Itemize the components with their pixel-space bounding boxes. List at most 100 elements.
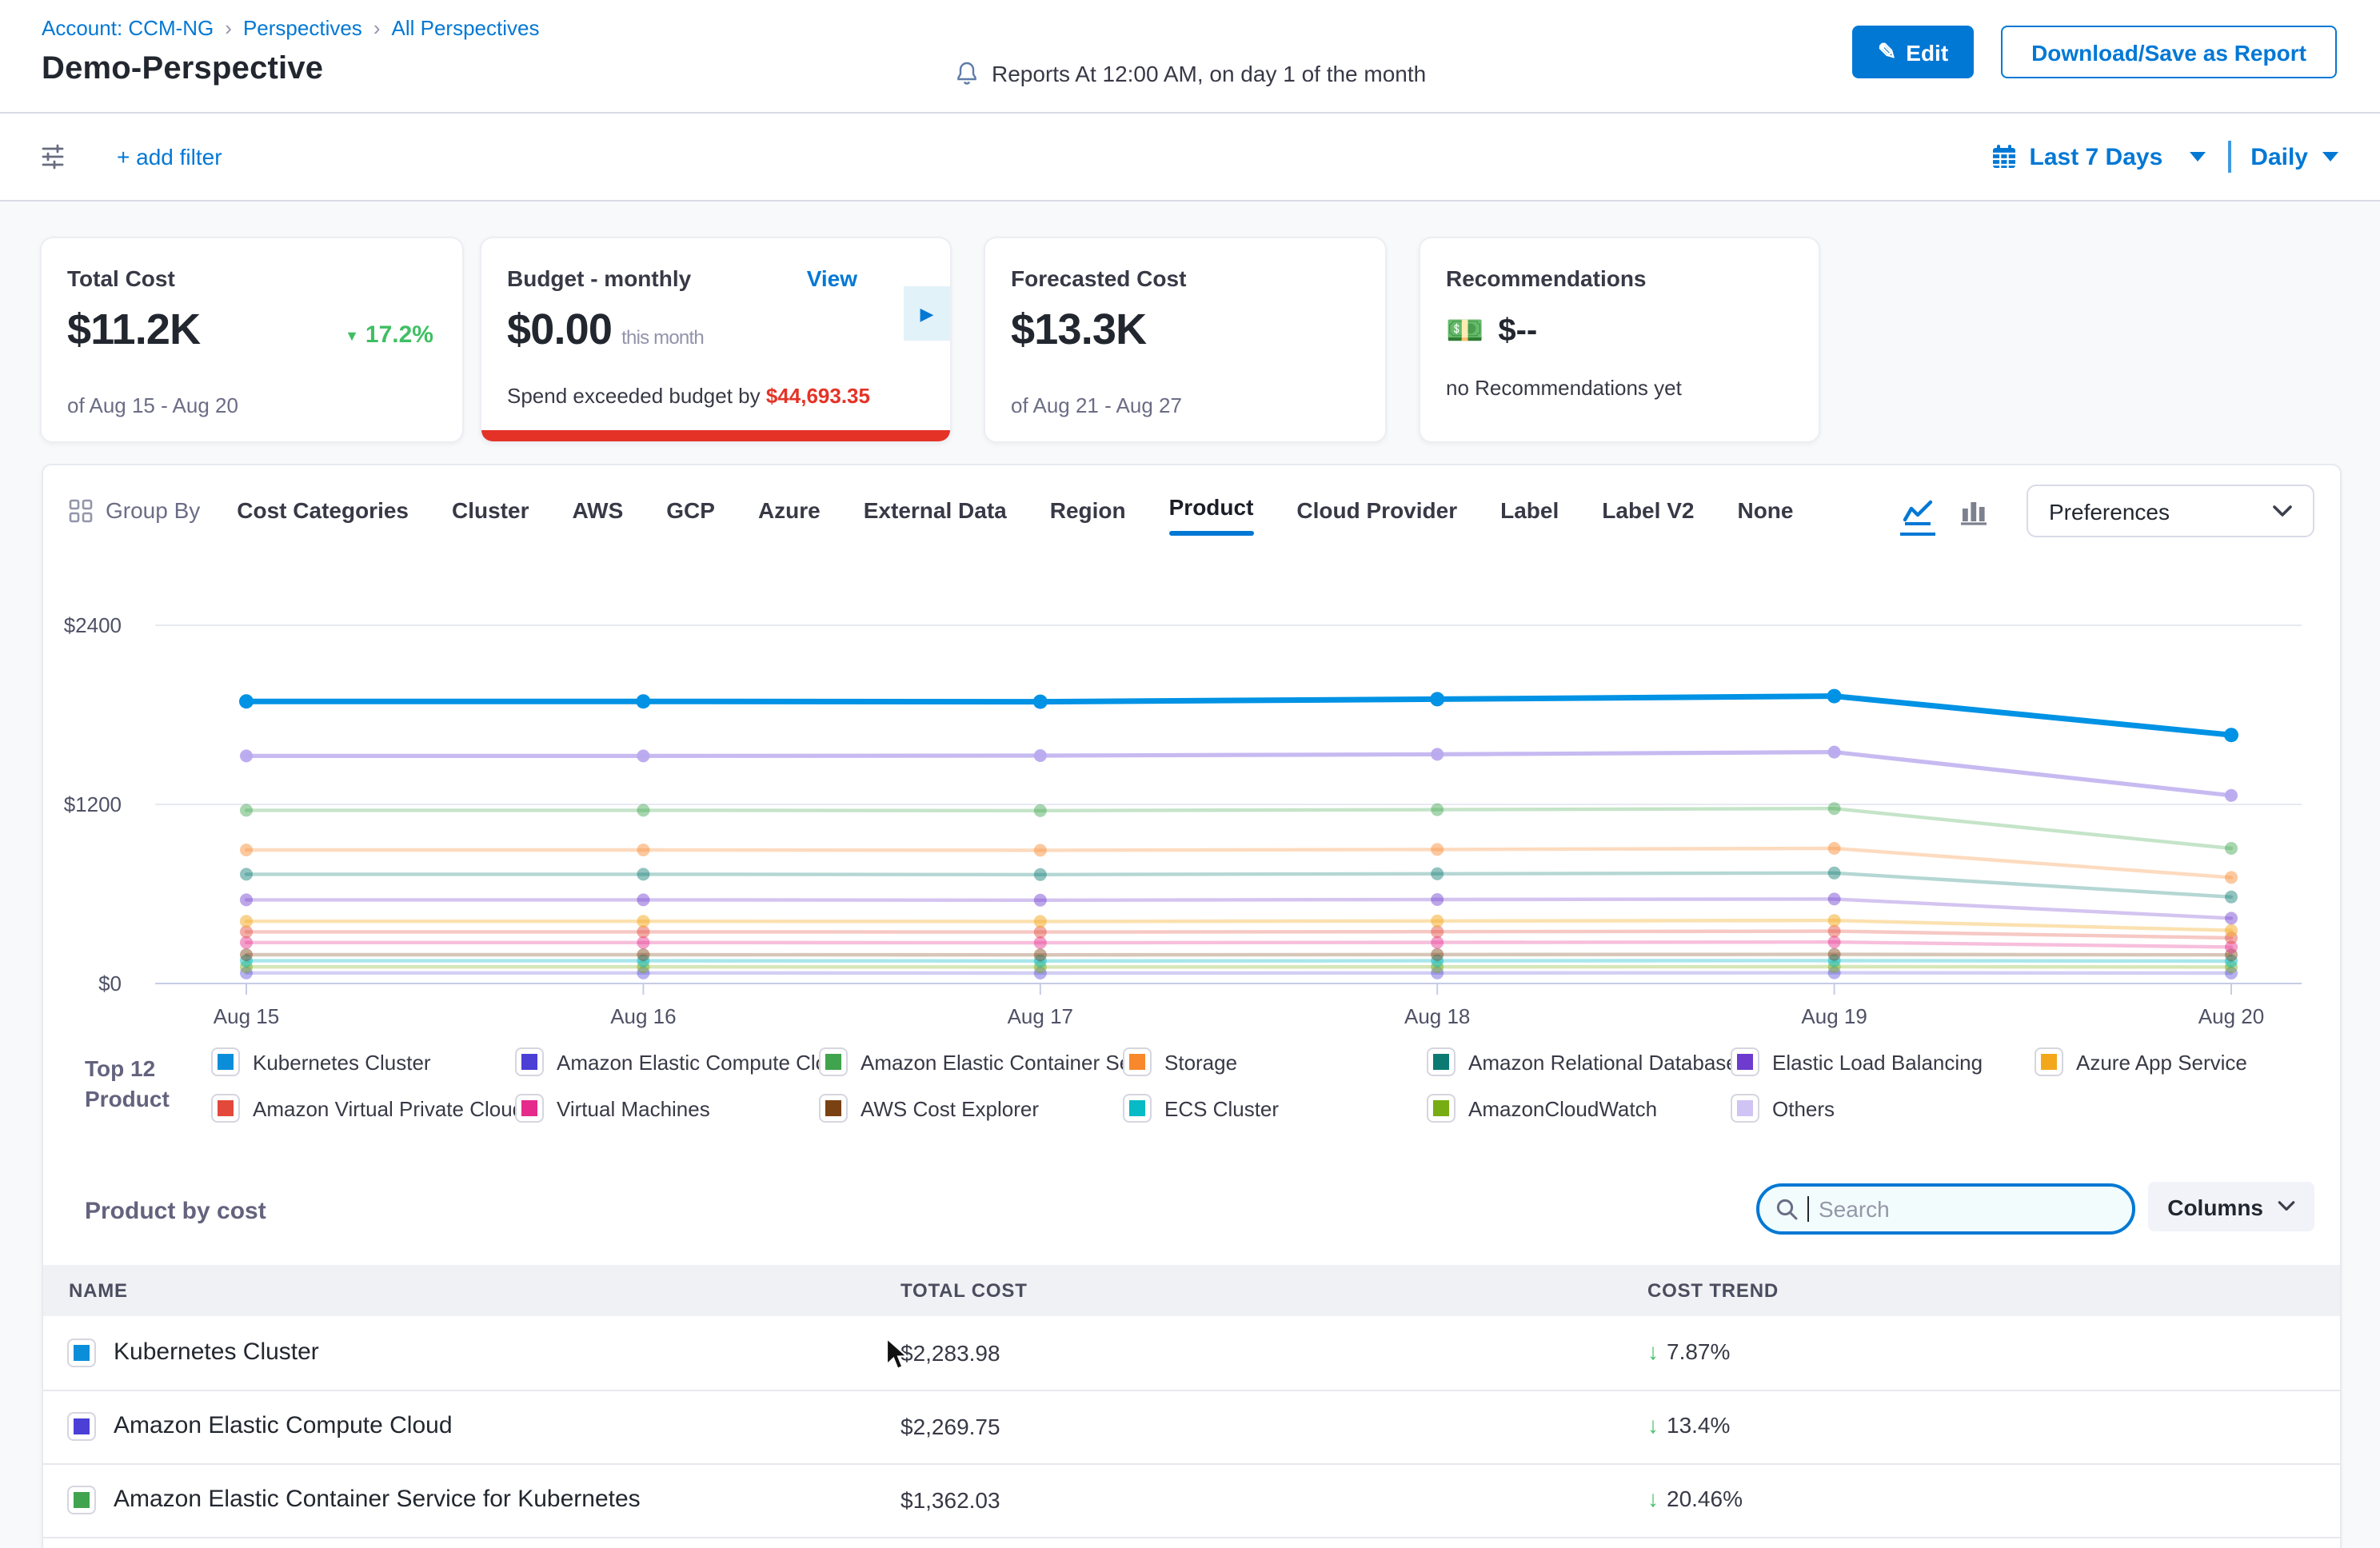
- table-row[interactable]: Amazon Elastic Compute Cloud $2,269.75 ↓…: [43, 1390, 2340, 1465]
- budget-card: Budget - monthly View $0.00 this month Sp…: [480, 237, 952, 443]
- tab-cost-categories[interactable]: Cost Categories: [237, 497, 409, 523]
- triangle-down-icon: ▼: [345, 327, 359, 343]
- tab-region[interactable]: Region: [1049, 497, 1126, 523]
- tab-cluster[interactable]: Cluster: [452, 497, 529, 523]
- date-range-picker[interactable]: Last 7 Days: [1991, 143, 2206, 170]
- text-cursor: [1807, 1196, 1809, 1222]
- series-swatch: [819, 1094, 848, 1123]
- legend-item: Amazon Virtual Private Cloud: [211, 1094, 524, 1123]
- cost-trend-line-chart[interactable]: $0 $1200 $2400 Aug 15 Aug 16 Aug 17 Aug 18 Aug …: [43, 577, 2340, 1044]
- line-chart-icon: [1903, 499, 1933, 525]
- svg-text:Aug 19: Aug 19: [1801, 1004, 1867, 1028]
- group-by-row: Group By Cost Categories Cluster AWS GCP…: [43, 465, 2340, 555]
- edit-button[interactable]: ✎ Edit: [1852, 26, 1974, 78]
- granularity-picker[interactable]: Daily: [2250, 143, 2338, 170]
- breadcrumb-separator: ›: [373, 16, 381, 40]
- pencil-icon: ✎: [1877, 38, 1897, 64]
- legend-item: Amazon Elastic Compute Clo...: [515, 1047, 845, 1076]
- tab-label[interactable]: Label: [1500, 497, 1559, 523]
- tab-gcp[interactable]: GCP: [666, 497, 715, 523]
- recommendations-card: Recommendations 💵 $-- no Recommendations…: [1419, 237, 1820, 443]
- legend-item: ECS Cluster: [1123, 1094, 1428, 1123]
- total-cost-cell: $1,362.03: [900, 1487, 1000, 1513]
- table-row[interactable]: Amazon Elastic Container Service for Kub…: [43, 1463, 2340, 1538]
- cost-trend-cell: ↓ 7.87%: [1647, 1339, 1731, 1364]
- budget-view-link[interactable]: View: [806, 265, 857, 291]
- forecasted-cost-card: Forecasted Cost $13.3K of Aug 21 - Aug 2…: [984, 237, 1387, 443]
- column-header-total-cost: TOTAL COST: [900, 1279, 1028, 1302]
- column-header-name: NAME: [69, 1279, 128, 1302]
- column-header-cost-trend: COST TREND: [1647, 1279, 1779, 1302]
- series-swatch: [819, 1047, 848, 1076]
- group-by-label: Group By: [69, 497, 200, 523]
- series-swatch: [1123, 1047, 1152, 1076]
- recommendations-title: Recommendations: [1446, 265, 1647, 291]
- grid-icon: [69, 498, 93, 522]
- total-cost-cell: $2,269.75: [900, 1414, 1000, 1439]
- search-input[interactable]: [1815, 1195, 2078, 1223]
- tab-product[interactable]: Product: [1168, 494, 1254, 536]
- legend-item: AWS Cost Explorer: [819, 1094, 1124, 1123]
- breadcrumb-account[interactable]: Account: CCM-NG: [42, 16, 214, 40]
- budget-expand-button[interactable]: ▶: [904, 286, 950, 341]
- svg-text:Aug 18: Aug 18: [1404, 1004, 1470, 1028]
- legend-item: Azure App Service: [2035, 1047, 2340, 1076]
- tab-aws[interactable]: AWS: [572, 497, 624, 523]
- legend-item: Kubernetes Cluster: [211, 1047, 517, 1076]
- filter-sliders-icon[interactable]: [42, 144, 70, 170]
- tab-label-v2[interactable]: Label V2: [1602, 497, 1695, 523]
- bar-chart-toggle[interactable]: [1953, 490, 1995, 532]
- product-name: Kubernetes Cluster: [114, 1339, 319, 1366]
- total-cost-card: Total Cost $11.2K ▼ 17.2% of Aug 15 - Au…: [40, 237, 464, 443]
- tab-azure[interactable]: Azure: [757, 497, 821, 523]
- download-save-report-button[interactable]: Download/Save as Report: [2001, 26, 2337, 78]
- svg-text:Aug 20: Aug 20: [2198, 1004, 2264, 1028]
- series-swatch: [67, 1412, 96, 1441]
- product-name: Amazon Elastic Compute Cloud: [114, 1412, 453, 1439]
- columns-dropdown[interactable]: Columns: [2148, 1182, 2314, 1231]
- tab-external-data[interactable]: External Data: [863, 497, 1007, 523]
- legend-item: Others: [1731, 1094, 2036, 1123]
- bell-icon: [957, 62, 976, 85]
- tab-cloud-provider[interactable]: Cloud Provider: [1296, 497, 1458, 523]
- budget-title: Budget - monthly: [507, 265, 692, 291]
- calendar-icon: [1992, 145, 2015, 168]
- total-cost-period: of Aug 15 - Aug 20: [67, 393, 238, 417]
- forecasted-period: of Aug 21 - Aug 27: [1011, 393, 1182, 417]
- breadcrumb-all-perspectives[interactable]: All Perspectives: [391, 16, 540, 40]
- granularity-value: Daily: [2250, 143, 2308, 170]
- tab-none[interactable]: None: [1737, 497, 1794, 523]
- breadcrumb-perspectives[interactable]: Perspectives: [242, 16, 362, 40]
- budget-value-suffix: this month: [621, 326, 705, 349]
- table-row[interactable]: Kubernetes Cluster $2,283.98 ↓ 7.87%: [43, 1316, 2340, 1391]
- add-filter-button[interactable]: + add filter: [117, 144, 222, 170]
- total-cost-delta: ▼ 17.2%: [345, 321, 433, 349]
- product-name: Amazon Elastic Container Service for Kub…: [114, 1486, 641, 1513]
- date-range-value: Last 7 Days: [2029, 143, 2163, 170]
- search-box[interactable]: [1756, 1183, 2135, 1235]
- legend-item: Storage: [1123, 1047, 1428, 1076]
- total-cost-value: $11.2K: [67, 305, 201, 353]
- cost-trend-cell: ↓ 13.4%: [1647, 1412, 1731, 1438]
- arrow-down-icon: ↓: [1647, 1412, 1659, 1438]
- svg-text:$0: $0: [98, 971, 122, 995]
- top-header: Account: CCM-NG › Perspectives › All Per…: [0, 0, 2380, 112]
- total-cost-title: Total Cost: [67, 265, 175, 291]
- budget-value: $0.00 this month: [507, 305, 705, 353]
- svg-text:Aug 16: Aug 16: [610, 1004, 676, 1028]
- chart-legend: Top 12 Product Kubernetes Cluster Amazon…: [43, 1047, 2340, 1123]
- cost-trend-cell: ↓ 20.46%: [1647, 1486, 1743, 1511]
- play-arrow-icon: ▶: [920, 305, 934, 324]
- svg-text:$1200: $1200: [64, 792, 122, 816]
- line-chart-toggle[interactable]: [1897, 490, 1939, 535]
- series-swatch: [67, 1486, 96, 1514]
- chevron-down-icon: [2273, 505, 2292, 516]
- series-swatch: [1731, 1094, 1759, 1123]
- series-swatch: [211, 1047, 240, 1076]
- search-icon: [1776, 1199, 1798, 1220]
- preferences-dropdown[interactable]: Preferences: [2027, 485, 2314, 537]
- breadcrumb: Account: CCM-NG › Perspectives › All Per…: [42, 16, 539, 40]
- report-schedule-text: Reports At 12:00 AM, on day 1 of the mon…: [992, 61, 1427, 86]
- table-section-title: Product by cost: [85, 1198, 266, 1225]
